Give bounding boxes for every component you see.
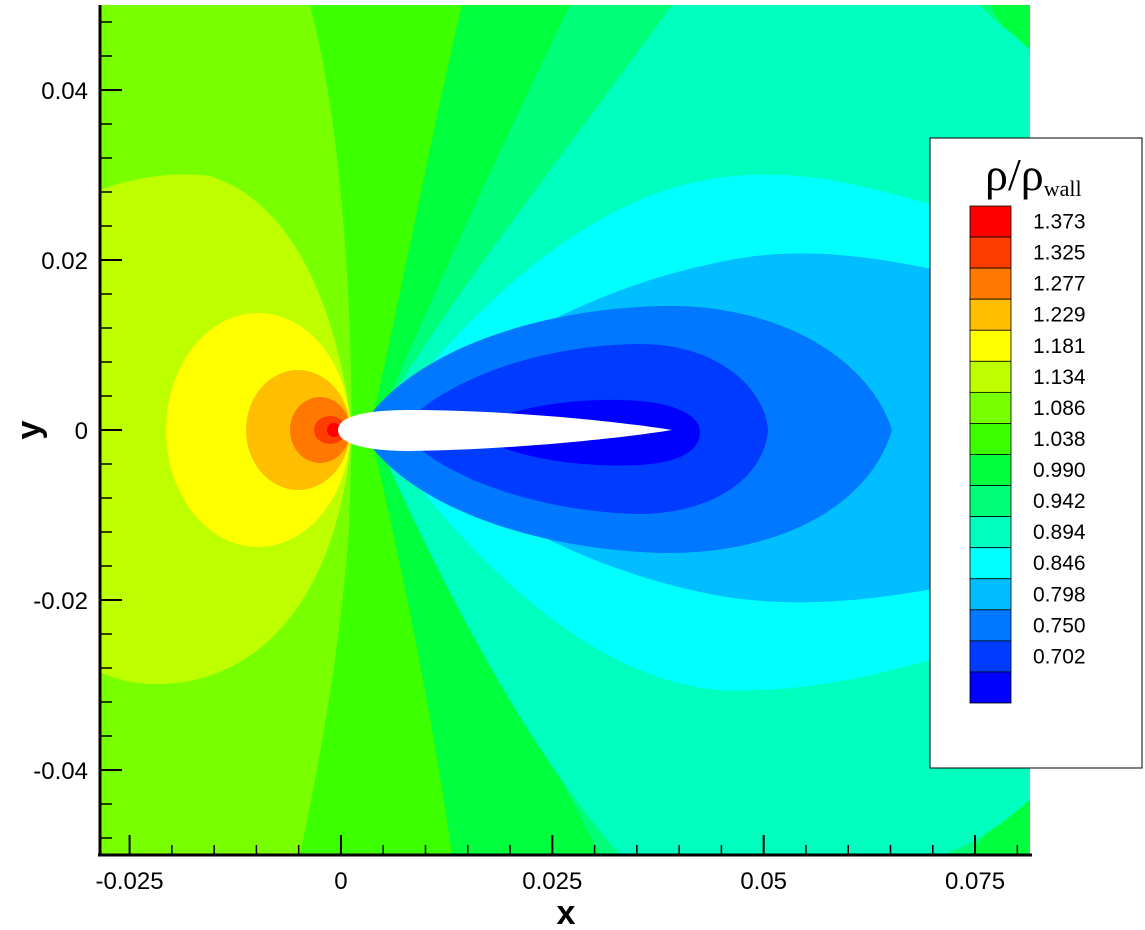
legend-swatch	[969, 578, 1012, 611]
x-tick-label: -0.025	[96, 868, 164, 895]
y-tick-label: 0.02	[41, 248, 88, 275]
y-tick-label: -0.04	[33, 758, 88, 785]
legend: ρ/ρwall 1.3731.3251.2771.2291.1811.1341.…	[929, 137, 1143, 769]
legend-title-sub: wall	[1044, 176, 1082, 201]
x-tick-label: 0	[334, 868, 347, 895]
x-tick-label: 0.075	[945, 868, 1005, 895]
legend-swatch	[969, 329, 1012, 362]
legend-title-main: ρ/ρ	[985, 149, 1044, 200]
legend-swatch	[969, 267, 1012, 300]
legend-swatch	[969, 609, 1012, 642]
contour-field	[100, 5, 1030, 855]
axis-ticks	[100, 21, 1019, 855]
legend-level-label: 0.894	[1033, 521, 1086, 544]
legend-swatch	[969, 516, 1012, 549]
legend-level-label: 0.702	[1033, 645, 1086, 668]
legend-swatches: 1.373 1.325 1.277 1.229 1.181 1.134 1.086 1.038…	[969, 205, 1086, 704]
legend-level-label: 1.181	[1033, 335, 1086, 358]
legend-swatch	[969, 298, 1012, 331]
legend-level-label: 1.134	[1033, 366, 1086, 389]
legend-swatch	[969, 485, 1012, 518]
legend-swatch	[969, 205, 1012, 238]
legend-level-label: 0.798	[1033, 583, 1086, 606]
legend-swatch	[969, 236, 1012, 269]
legend-swatch	[969, 640, 1012, 673]
x-tick-label: 0.05	[740, 868, 787, 895]
legend-level-label: 1.229	[1033, 304, 1086, 327]
legend-swatch	[969, 671, 1012, 704]
legend-box	[929, 137, 1143, 769]
legend-swatch	[969, 547, 1012, 580]
legend-level-label: 1.086	[1033, 397, 1086, 420]
legend-level-label: 0.846	[1033, 552, 1086, 575]
legend-level-label: 0.942	[1033, 490, 1086, 513]
legend-level-label: 1.373	[1033, 211, 1086, 234]
y-tick-label: 0.04	[41, 78, 88, 105]
legend-swatch	[969, 360, 1012, 393]
legend-swatch	[969, 423, 1012, 455]
airfoil-body	[338, 410, 672, 451]
legend-level-label: 0.750	[1033, 614, 1086, 637]
legend-level-label: 1.277	[1033, 273, 1086, 296]
x-tick-label: 0.025	[522, 868, 582, 895]
x-axis-title: x	[557, 894, 576, 930]
legend-level-label: 0.990	[1033, 459, 1086, 482]
y-tick-label: 0	[75, 418, 88, 445]
legend-swatch	[969, 454, 1012, 486]
y-axis-title: y	[10, 420, 48, 439]
legend-level-label: 1.038	[1033, 428, 1086, 451]
legend-swatch	[969, 391, 1012, 424]
y-tick-label: -0.02	[33, 588, 88, 615]
legend-level-label: 1.325	[1033, 242, 1086, 265]
contour-region-stag-1373	[327, 423, 341, 437]
legend-title: ρ/ρwall	[985, 149, 1082, 201]
